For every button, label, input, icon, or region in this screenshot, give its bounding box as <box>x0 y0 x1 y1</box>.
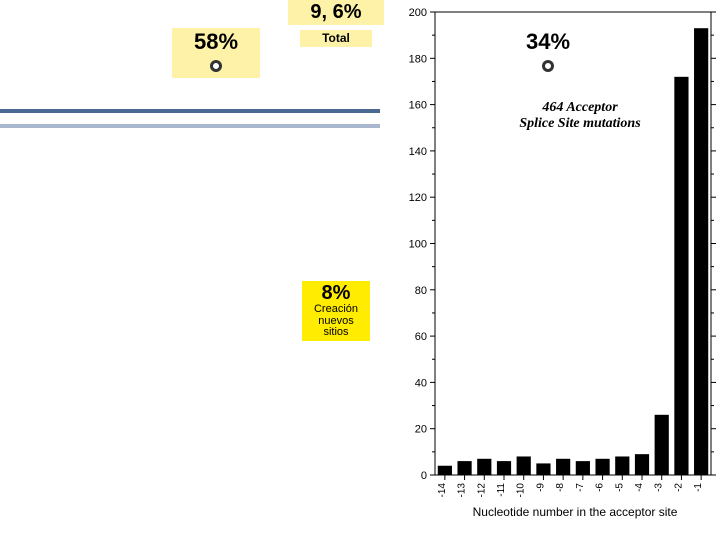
svg-text:140: 140 <box>409 146 427 158</box>
svg-text:0: 0 <box>421 470 427 482</box>
svg-text:-6: -6 <box>595 483 606 492</box>
divider-line-bottom <box>0 124 380 128</box>
svg-text:200: 200 <box>409 7 427 19</box>
svg-text:60: 60 <box>415 331 427 343</box>
label-9-6pct: 9, 6% <box>288 0 384 25</box>
svg-text:-11: -11 <box>496 483 507 497</box>
svg-text:-5: -5 <box>614 483 625 492</box>
svg-text:-7: -7 <box>575 483 586 492</box>
bullet-icon <box>210 60 222 72</box>
svg-text:-8: -8 <box>555 483 566 492</box>
label-58pct: 58% <box>172 28 260 78</box>
svg-text:-10: -10 <box>516 483 527 498</box>
label-subtext: Creación nuevos sitios <box>308 304 364 339</box>
divider-line-top <box>0 109 380 113</box>
svg-text:180: 180 <box>409 53 427 65</box>
svg-text:160: 160 <box>409 100 427 112</box>
svg-text:100: 100 <box>409 239 427 251</box>
svg-text:-3: -3 <box>654 483 665 492</box>
svg-text:80: 80 <box>415 285 427 297</box>
svg-text:-9: -9 <box>535 483 546 492</box>
chart-title: 464 Acceptor Splice Site mutations <box>495 100 665 132</box>
svg-text:-1: -1 <box>693 483 704 492</box>
svg-text:120: 120 <box>409 192 427 204</box>
svg-text:-12: -12 <box>476 483 487 498</box>
svg-text:40: 40 <box>415 377 427 389</box>
label-text: 58% <box>194 29 238 54</box>
label-8pct: 8% Creación nuevos sitios <box>302 281 370 341</box>
label-total: Total <box>300 30 372 47</box>
svg-text:-13: -13 <box>457 483 468 498</box>
label-text: Total <box>322 31 350 45</box>
label-text: 9, 6% <box>310 1 361 23</box>
chart-svg: 020406080100120140160180200-14-13-12-11-… <box>395 0 720 535</box>
svg-text:-14: -14 <box>437 483 448 498</box>
chart-xlabel: Nucleotide number in the acceptor site <box>435 505 715 519</box>
label-text: 8% <box>322 282 351 304</box>
svg-text:-4: -4 <box>634 483 645 492</box>
svg-text:-2: -2 <box>673 483 684 492</box>
svg-text:20: 20 <box>415 424 427 436</box>
acceptor-chart: 020406080100120140160180200-14-13-12-11-… <box>395 0 720 535</box>
